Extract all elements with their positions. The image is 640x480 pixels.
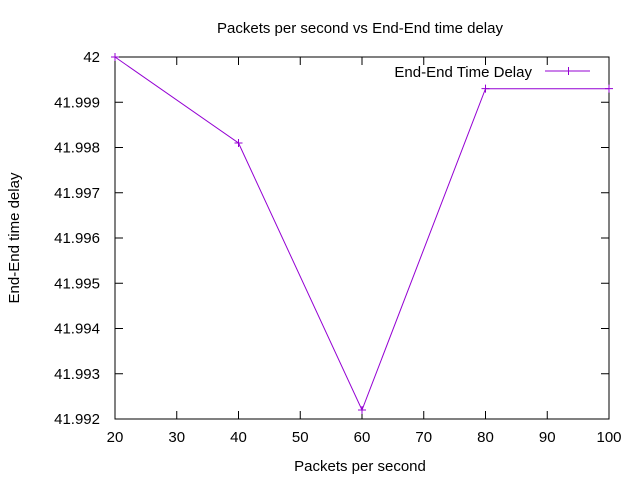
y-tick-label: 41.995: [54, 275, 100, 292]
y-tick-label: 41.998: [54, 140, 100, 157]
data-point-marker: [605, 84, 613, 93]
y-tick-label: 41.999: [54, 94, 100, 111]
data-point-marker: [358, 405, 366, 414]
x-axis: 20 30 40 50 60 70 80 90 100: [107, 57, 622, 446]
chart-title: Packets per second vs End-End time delay: [217, 20, 503, 37]
x-tick-label: 60: [354, 429, 371, 446]
legend: End-End Time Delay: [394, 64, 590, 81]
y-tick-label: 41.994: [54, 321, 100, 338]
legend-label: End-End Time Delay: [394, 64, 532, 81]
y-tick-label: 41.993: [54, 366, 100, 383]
series-layer: [111, 53, 613, 414]
x-tick-label: 80: [477, 429, 494, 446]
series-line: [114, 56, 609, 412]
y-tick-label: 42: [83, 49, 100, 66]
x-tick-label: 30: [168, 429, 185, 446]
data-point-marker: [111, 53, 119, 61]
x-tick-label: 70: [415, 429, 432, 446]
y-tick-label: 41.996: [54, 230, 100, 247]
x-tick-label: 20: [107, 429, 124, 446]
data-point-marker: [234, 138, 243, 147]
legend-marker: [564, 67, 573, 75]
data-point-marker: [481, 84, 490, 93]
plot-area-frame: [114, 56, 610, 420]
y-tick-label: 41.997: [54, 185, 100, 202]
x-tick-label: 50: [292, 429, 309, 446]
y-axis: 41.992 41.993 41.994 41.995 41.996 41.997 41.9…: [54, 49, 609, 428]
y-axis-label: End-End time delay: [6, 172, 23, 303]
x-tick-label: 100: [596, 429, 621, 446]
x-tick-label: 40: [230, 429, 247, 446]
x-axis-label: Packets per second: [294, 458, 426, 475]
y-tick-label: 41.992: [54, 411, 100, 428]
x-tick-label: 90: [539, 429, 556, 446]
